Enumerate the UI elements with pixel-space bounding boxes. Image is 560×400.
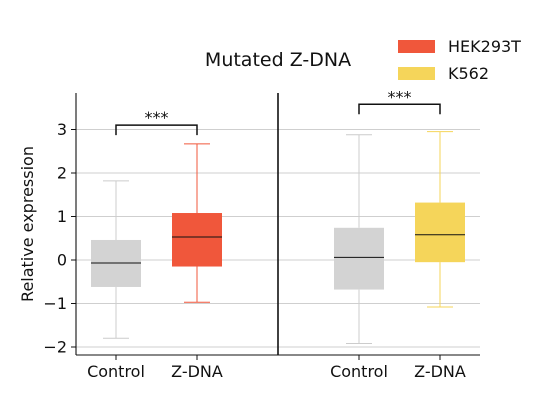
- y-tick-label: 0: [57, 251, 67, 270]
- significance-label: ***: [145, 108, 169, 127]
- legend-label-hek293t: HEK293T: [448, 37, 521, 56]
- box: [415, 202, 465, 263]
- y-tick-label: 3: [57, 120, 67, 139]
- x-tick-label: Z-DNA: [171, 362, 223, 381]
- legend: HEK293T K562: [398, 37, 521, 83]
- x-tick-label: Control: [87, 362, 145, 381]
- chart-title: Mutated Z-DNA: [205, 49, 351, 71]
- box-plots: [91, 131, 465, 345]
- significance-brackets: *** ***: [115, 87, 441, 136]
- significance-bracket: [115, 124, 198, 136]
- y-ticks: −2 −1 0 1 2 3: [43, 120, 76, 357]
- significance-bracket: [358, 103, 441, 115]
- legend-swatch-k562: [398, 67, 435, 80]
- x-tick-label: Control: [330, 362, 388, 381]
- legend-label-k562: K562: [448, 64, 489, 83]
- y-tick-label: −2: [43, 338, 67, 357]
- y-tick-label: 1: [57, 207, 67, 226]
- y-tick-label: 2: [57, 164, 67, 183]
- box: [334, 227, 384, 290]
- box: [172, 213, 222, 267]
- y-tick-label: −1: [43, 294, 67, 313]
- legend-swatch-hek293t: [398, 40, 435, 53]
- significance-label: ***: [388, 87, 412, 106]
- y-axis-label: Relative expression: [18, 146, 37, 302]
- x-tick-labels: Control Z-DNA Control Z-DNA: [87, 355, 466, 381]
- x-tick-label: Z-DNA: [414, 362, 466, 381]
- axes: [75, 93, 480, 356]
